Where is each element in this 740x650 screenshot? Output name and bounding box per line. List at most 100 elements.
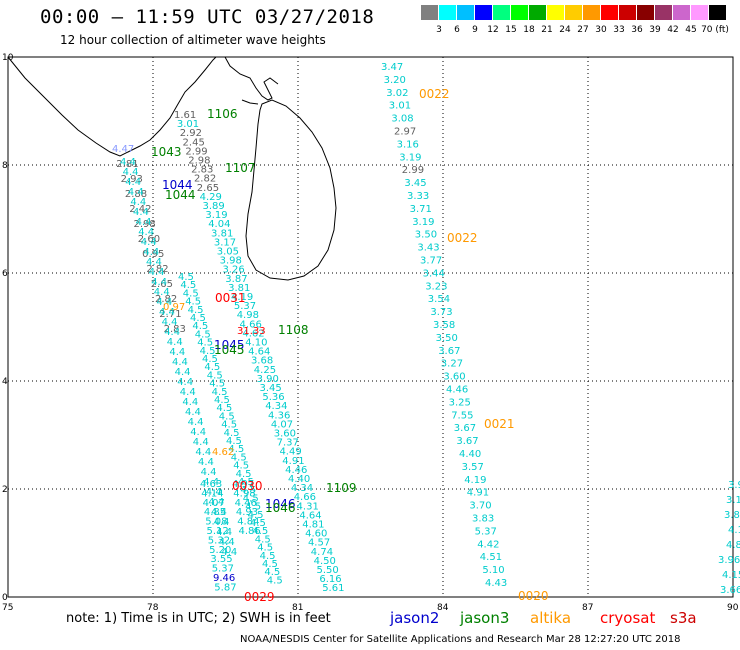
- wave-height-label: 4.4: [182, 397, 198, 408]
- wave-height-label: 2.82: [146, 264, 168, 275]
- colorbar-swatch: [619, 5, 636, 20]
- wave-height-label: 3.50: [436, 333, 458, 344]
- wave-height-label: 5.10: [482, 565, 504, 576]
- y-tick-label: 2: [2, 485, 8, 495]
- wave-height-label: 4.5: [192, 321, 208, 332]
- wave-height-label: 3.73: [430, 307, 452, 318]
- wave-height-label: 4.5: [224, 428, 240, 439]
- colorbar-swatch: [511, 5, 528, 20]
- wave-height-label: 3.43: [417, 243, 439, 254]
- colorbar-label: 12: [487, 25, 499, 35]
- wave-height-label: 4.5: [226, 436, 242, 447]
- wave-height-label: 4.4: [185, 407, 201, 418]
- wave-height-label: 5.37: [475, 526, 497, 537]
- wave-height-label: 4.5: [190, 313, 206, 324]
- wave-height-label: 4.4: [120, 157, 136, 168]
- wave-height-label: 4.4: [203, 477, 219, 488]
- wave-height-label: 2.99: [185, 146, 207, 157]
- legend-s3a: s3a: [670, 609, 697, 627]
- wave-height-label: 3.45: [260, 383, 282, 394]
- orbit-number-label: 1046: [265, 501, 296, 515]
- wave-height-label: 3.90: [257, 374, 279, 385]
- wave-height-label: 3.89: [203, 201, 225, 212]
- wave-height-label: 4.5: [216, 403, 232, 414]
- wave-height-label: 4.15: [722, 570, 740, 581]
- wave-height-label: 4.31: [297, 501, 319, 512]
- wave-height-label: 9.46: [213, 573, 235, 584]
- wave-height-label: 2.99: [402, 165, 424, 176]
- wave-height-label: 2.60: [138, 234, 160, 245]
- wave-height-label: 4.5: [260, 551, 276, 562]
- legend-altika: altika: [530, 609, 572, 627]
- wave-height-label: 4.5: [262, 559, 278, 570]
- wave-height-label: 4.4: [216, 527, 232, 538]
- india-east-coast: [224, 56, 279, 101]
- wave-height-label: 3.02: [386, 88, 408, 99]
- wave-height-label: 4.46: [235, 498, 257, 509]
- wave-height-label: 4.5: [180, 280, 196, 291]
- colorbar-label: 27: [577, 25, 589, 35]
- wave-height-label: 4.5: [264, 567, 280, 578]
- wave-height-label: 4.43: [485, 578, 507, 589]
- wave-height-label: 3.96: [718, 555, 740, 566]
- wave-height-label: 3.87: [225, 274, 247, 285]
- wave-height-label: 3.19: [205, 210, 227, 221]
- wave-height-label: 4.5: [207, 370, 223, 381]
- colorbar-swatch: [601, 5, 618, 20]
- x-tick-label: 90: [727, 603, 739, 613]
- wave-height-label: 4.4: [188, 417, 204, 428]
- colorbar-swatch: [691, 5, 708, 20]
- colorbar-swatch: [565, 5, 582, 20]
- wave-height-label: 3.60: [443, 372, 465, 383]
- wave-height-label: 3.67: [454, 423, 476, 434]
- x-tick-label: 87: [582, 603, 593, 613]
- wave-height-label: 4.40: [459, 449, 481, 460]
- wave-height-label: 4.5: [178, 272, 194, 283]
- wave-height-label: 4.5: [248, 510, 264, 521]
- wave-height-label: 1.61: [174, 110, 196, 121]
- legend-jason3: jason3: [460, 609, 510, 627]
- wave-height-label: 4.5: [200, 346, 216, 357]
- colorbar-label: 24: [559, 25, 571, 35]
- wave-height-label: 4.4: [133, 207, 149, 218]
- wave-height-label: 5.32: [208, 535, 230, 546]
- wave-height-label: 3.1: [726, 495, 740, 506]
- orbit-number-label: 1108: [278, 323, 309, 337]
- wave-height-label: 4.62: [242, 328, 264, 339]
- orbit-number-label: 1044: [162, 178, 193, 192]
- adams-bridge: [241, 99, 259, 105]
- orbit-number-label: 0022: [447, 231, 478, 245]
- wave-height-label: 3.23: [425, 281, 447, 292]
- colorbar-label: 33: [613, 25, 625, 35]
- wave-height-label: 2.88: [125, 189, 147, 200]
- wave-height-label: 4.84: [237, 517, 259, 528]
- wave-height-label: 4.46: [285, 465, 307, 476]
- wave-height-label: 4.4: [175, 367, 191, 378]
- wave-height-label: 4.5: [231, 452, 247, 463]
- wave-height-label: 7.55: [451, 410, 473, 421]
- wave-height-label: 3.81: [228, 283, 250, 294]
- wave-height-label: 4.5: [250, 518, 266, 529]
- units-note: note: 1) Time is in UTC; 2) SWH is in fe…: [66, 611, 331, 626]
- wave-height-label: 3.20: [384, 75, 406, 86]
- wave-height-label: 4.29: [200, 192, 222, 203]
- wave-height-label: 0.97: [163, 302, 185, 313]
- wave-height-label: 3.01: [389, 101, 411, 112]
- wave-height-label: 4.57: [308, 538, 330, 549]
- colorbar-label: 21: [541, 25, 553, 35]
- wave-height-label: 3.47: [381, 62, 403, 73]
- colorbar-swatch: [583, 5, 600, 20]
- wave-height-label: 2.81: [116, 159, 138, 170]
- wave-height-label: 3.27: [441, 359, 463, 370]
- wave-height-label: 2.83: [164, 324, 186, 335]
- wave-height-label: 4.4: [195, 447, 211, 458]
- wave-height-label: 4.4: [149, 267, 165, 278]
- wave-height-label: 4.34: [291, 483, 313, 494]
- wave-height-label: 4.5: [188, 305, 204, 316]
- wave-height-label: 4.93: [236, 507, 258, 518]
- wave-height-label: 4.5: [228, 444, 244, 455]
- orbit-number-label: 0021: [484, 417, 515, 431]
- wave-height-label: 4.4: [214, 517, 230, 528]
- wave-height-label: 3.98: [220, 256, 242, 267]
